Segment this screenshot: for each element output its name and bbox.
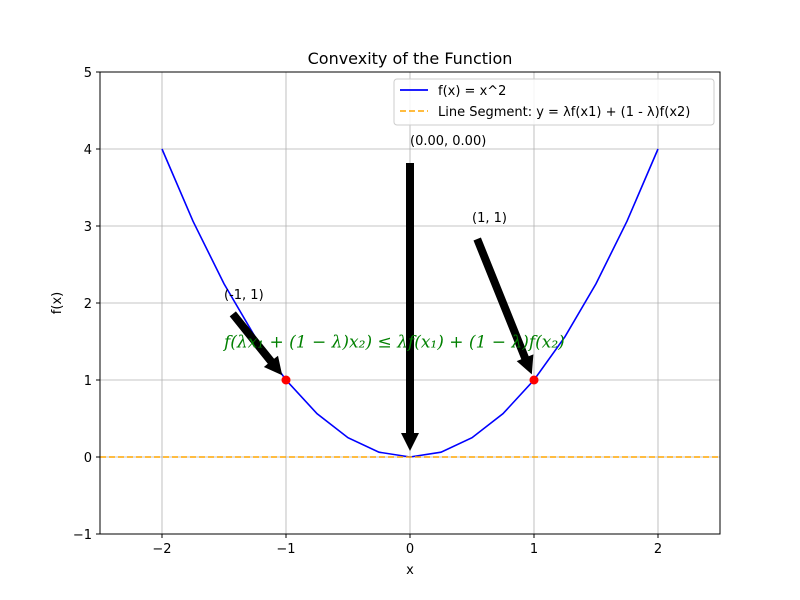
x-tick-label: −2 [152, 542, 171, 557]
annotation-arrow [229, 311, 283, 376]
annotation-label: (1, 1) [472, 211, 507, 226]
y-tick-label: 1 [84, 374, 92, 389]
data-point [281, 375, 291, 385]
x-axis-title: x [406, 563, 414, 578]
x-tick-label: −1 [276, 542, 295, 557]
y-tick-label: 3 [84, 220, 92, 235]
x-tick-label: 2 [654, 542, 662, 557]
points-layer [281, 375, 539, 385]
annotation-label: (0.00, 0.00) [410, 134, 486, 149]
ticks: −2 −1 0 1 2 −1 0 1 2 3 4 5 [73, 66, 662, 557]
x-tick-label: 0 [406, 542, 414, 557]
y-tick-label: 0 [84, 451, 92, 466]
legend-label-segment: Line Segment: y = λf(x1) + (1 - λ)f(x2) [438, 105, 690, 120]
y-tick-label: 5 [84, 66, 92, 81]
series-layer [100, 148, 720, 458]
convexity-inequality: f(λx₁ + (1 − λ)x₂) ≤ λf(x₁) + (1 − λ)f(x… [222, 333, 565, 353]
x-tick-label: 1 [530, 542, 538, 557]
legend-box [393, 78, 715, 126]
annotation-arrow [401, 163, 419, 451]
annotations-layer: (-1, 1) (0.00, 0.00) (1, 1) f(λx₁ + (1 − λ)… [222, 134, 565, 451]
y-tick-label: 2 [84, 297, 92, 312]
chart-title: Convexity of the Function [308, 49, 513, 68]
legend-label-parabola: f(x) = x^2 [438, 84, 506, 99]
y-tick-label: 4 [84, 143, 92, 158]
y-axis-title: f(x) [50, 292, 65, 314]
annotation-arrow [473, 237, 534, 375]
legend: f(x) = x^2 Line Segment: y = λf(x1) + (1… [393, 78, 715, 126]
annotation-label: (-1, 1) [224, 288, 264, 303]
y-tick-label: −1 [73, 528, 92, 543]
data-point [529, 375, 539, 385]
